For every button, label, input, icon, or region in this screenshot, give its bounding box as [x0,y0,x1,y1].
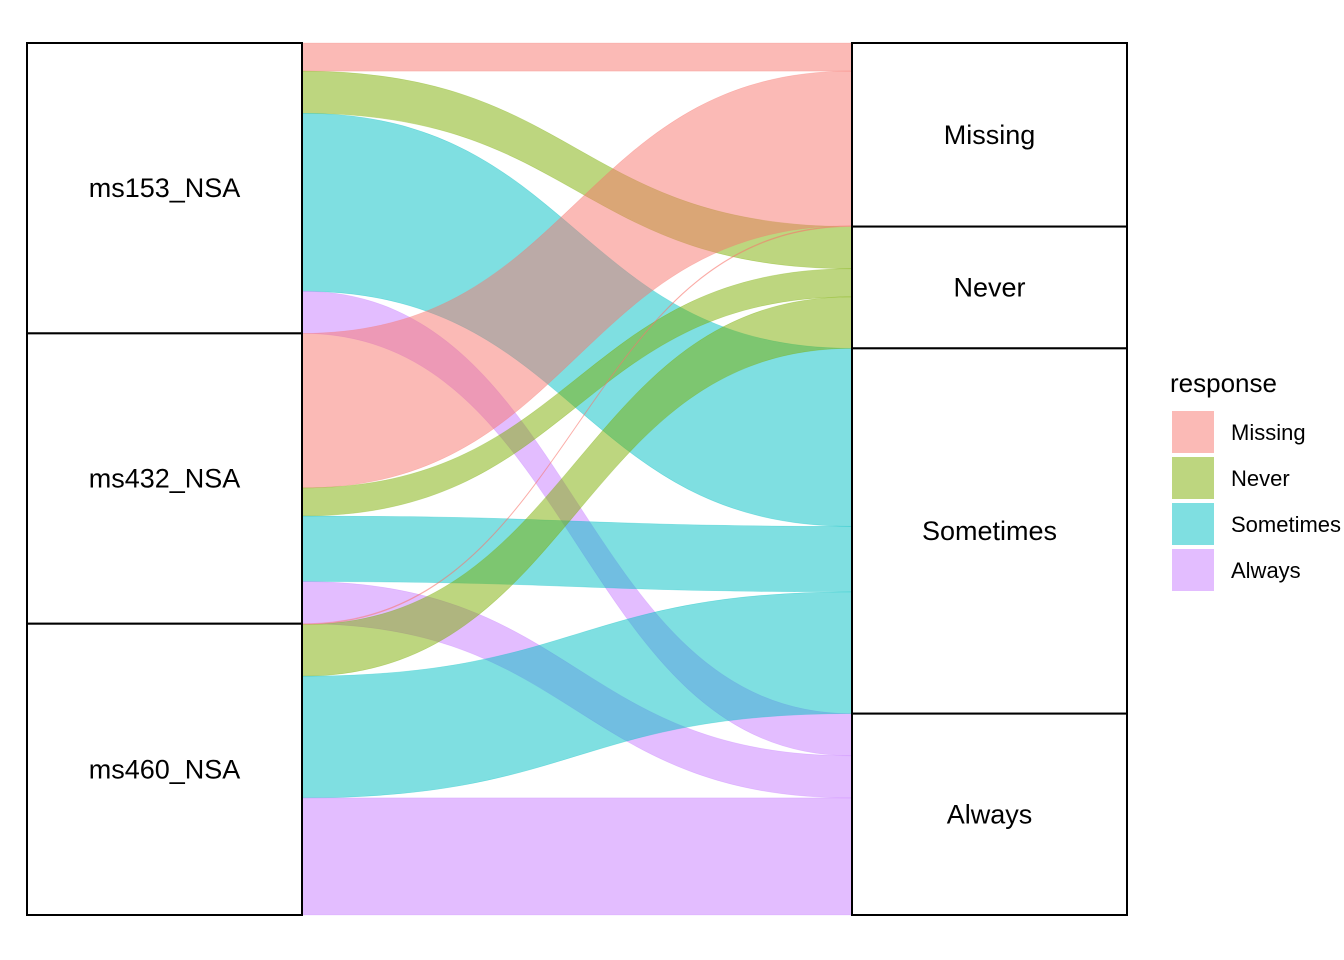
legend-title: response [1170,368,1277,398]
left-stratum-box-ms153_nsa [26,42,303,335]
left-stratum-label-ms153_nsa: ms153_NSA [89,173,241,203]
stratum-layer: ms153_NSA ms432_NSA ms460_NSA Missing Never S… [26,42,1128,916]
left-stratum-label-ms432_nsa: ms432_NSA [89,464,241,494]
legend-label-sometimes: Sometimes [1231,512,1341,537]
right-stratum-box-always [851,712,1128,916]
legend-swatch-missing [1172,411,1214,453]
right-stratum-label-sometimes: Sometimes [922,516,1057,546]
right-stratum-label-missing: Missing [944,120,1036,150]
legend: response Missing Never Sometimes Always [1170,368,1341,591]
left-stratum-box-ms432_nsa [26,332,303,625]
legend-items: Missing Never Sometimes Always [1172,411,1341,591]
legend-label-never: Never [1231,466,1290,491]
flow-ms432_NSA-to-sometimes [301,515,853,593]
right-stratum-box-sometimes [851,347,1128,715]
legend-label-always: Always [1231,558,1301,583]
legend-label-missing: Missing [1231,420,1306,445]
left-stratum-label-ms460_nsa: ms460_NSA [89,754,241,784]
legend-swatch-never [1172,457,1214,499]
left-stratum-box-ms460_nsa [26,622,303,916]
flow-layer [301,42,853,916]
right-stratum-label-never: Never [953,272,1025,302]
legend-swatch-sometimes [1172,503,1214,545]
legend-swatch-always [1172,549,1214,591]
flow-ms153_NSA-to-missing [301,42,853,72]
right-stratum-box-missing [851,42,1128,228]
right-stratum-box-never [851,225,1128,350]
flow-ms460_NSA-to-always [301,797,853,916]
right-stratum-label-always: Always [947,799,1033,829]
